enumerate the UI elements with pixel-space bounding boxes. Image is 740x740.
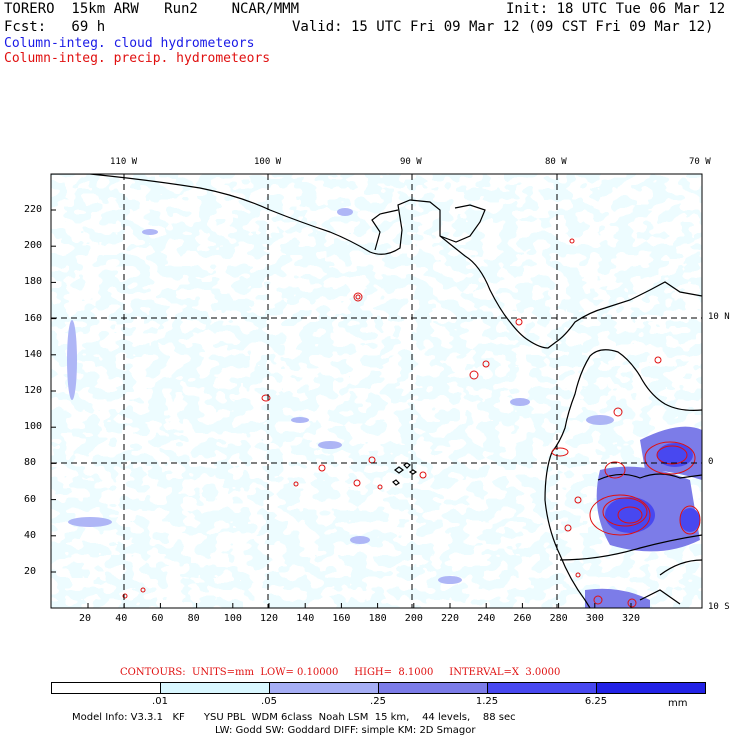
colorbar-tick-label: 6.25 [584, 696, 608, 707]
model-title: TORERO 15km ARW Run2 NCAR/MMM [4, 1, 300, 17]
y-tick-label: 120 [24, 385, 43, 396]
colorbar-tick-label: 1.25 [475, 696, 499, 707]
colorbar-tick-label: .05 [261, 696, 277, 707]
x-tick-label: 200 [404, 613, 423, 624]
lon-label-100w: 100 W [254, 157, 282, 167]
x-tick-label: 240 [477, 613, 496, 624]
x-tick-label: 140 [296, 613, 315, 624]
y-tick-label: 20 [24, 566, 37, 577]
contour-caption: CONTOURS: UNITS=mm LOW= 0.10000 HIGH= 8.… [120, 667, 561, 678]
y-tick-label: 180 [24, 276, 43, 288]
colorbar-unit: mm [668, 698, 688, 709]
lat-label-10s: 10 S [708, 602, 730, 612]
x-tick-label: 260 [513, 613, 532, 624]
colorbar-swatch [51, 682, 161, 694]
colorbar-swatch [487, 682, 597, 694]
x-tick-label: 40 [115, 613, 128, 624]
y-tick-label: 160 [24, 312, 43, 324]
x-tick-label: 180 [368, 613, 387, 624]
x-tick-label: 80 [187, 613, 200, 624]
y-tick-label: 140 [24, 348, 43, 360]
y-tick-label: 60 [24, 493, 37, 505]
legend-precip: Column-integ. precip. hydrometeors [4, 51, 271, 66]
x-tick-label: 160 [332, 613, 351, 624]
lon-label-70w: 70 W [689, 157, 711, 167]
forecast-hour: Fcst: 69 h [4, 19, 106, 35]
cloud-shading [51, 174, 702, 608]
y-tick-label: 40 [24, 529, 37, 541]
colorbar-swatch [160, 682, 270, 694]
x-tick-label: 120 [260, 613, 279, 624]
colorbar-swatch [378, 682, 488, 694]
x-tick-label: 20 [79, 613, 92, 624]
lon-label-90w: 90 W [400, 157, 422, 167]
model-info-line2: LW: Godd SW: Goddard DIFF: simple KM: 2D… [215, 725, 476, 736]
lat-label-10n: 10 N [708, 312, 730, 322]
x-tick-label: 300 [585, 613, 604, 624]
x-tick-label: 320 [622, 613, 641, 624]
coastlines [51, 174, 702, 608]
y-tick-label: 100 [24, 421, 43, 433]
y-tick-label: 80 [24, 457, 37, 469]
graticule [51, 174, 702, 608]
colorbar-tick-label: .25 [370, 696, 386, 707]
x-tick-label: 60 [151, 613, 164, 624]
precip-contours [122, 238, 701, 608]
y-tick-label: 200 [24, 240, 43, 252]
legend-cloud: Column-integ. cloud hydrometeors [4, 36, 255, 51]
lat-label-0: 0 [708, 457, 714, 467]
colorbar-tick-label: .01 [152, 696, 168, 707]
x-tick-label: 280 [549, 613, 568, 624]
lon-label-80w: 80 W [545, 157, 567, 167]
valid-time: Valid: 15 UTC Fri 09 Mar 12 (09 CST Fri … [292, 19, 714, 35]
init-time: Init: 18 UTC Tue 06 Mar 12 [506, 1, 726, 17]
lon-label-110w: 110 W [110, 157, 138, 167]
y-tick-label: 220 [24, 204, 43, 215]
model-info-line1: Model Info: V3.3.1 KF YSU PBL WDM 6class… [72, 712, 516, 723]
colorbar-swatch [269, 682, 379, 694]
x-tick-label: 220 [441, 613, 460, 624]
colorbar-swatch [596, 682, 706, 694]
x-tick-label: 100 [223, 613, 242, 624]
